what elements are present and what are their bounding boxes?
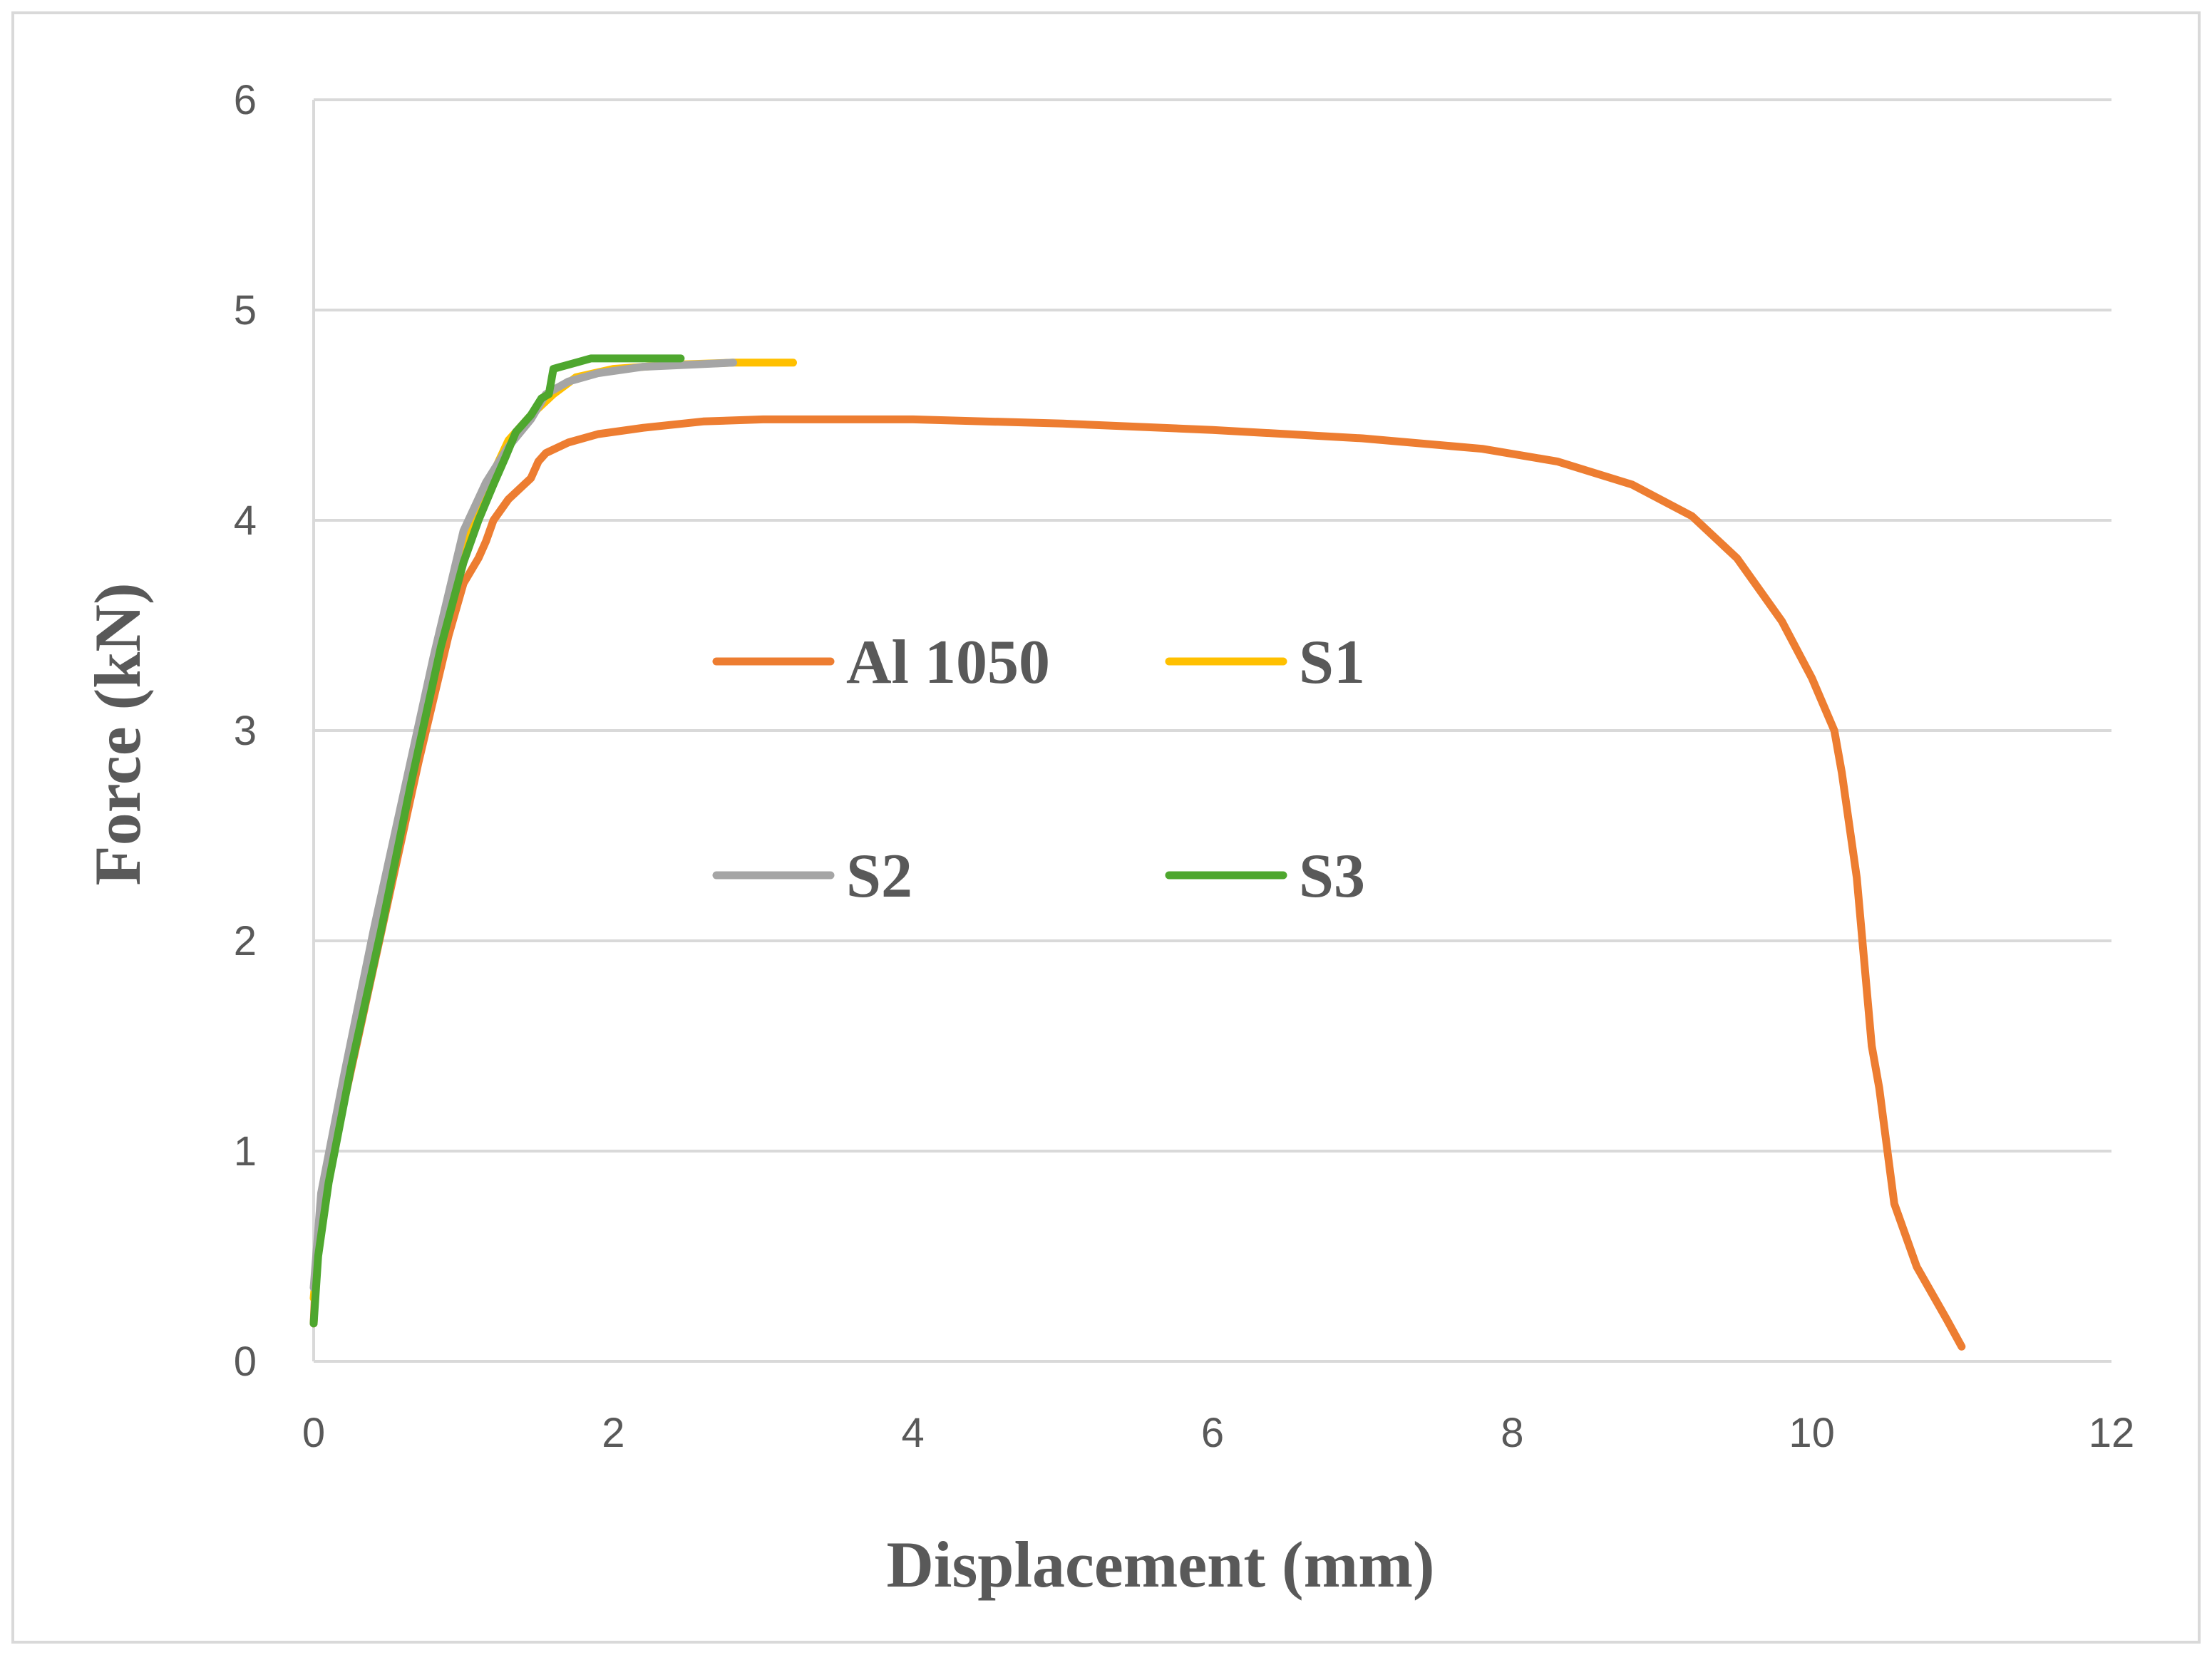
- x-tick-label: 2: [602, 1410, 624, 1456]
- x-tick-label: 10: [1789, 1410, 1835, 1456]
- y-tick-label: 4: [234, 497, 257, 544]
- y-tick-label: 5: [234, 287, 257, 334]
- chart-border: [11, 11, 2201, 1644]
- series-lines: [309, 354, 1966, 1351]
- legend-item-al-1050: Al 1050: [712, 628, 1050, 697]
- y-tick-label: 0: [234, 1339, 257, 1385]
- x-tick-label: 4: [902, 1410, 925, 1456]
- x-tick-label: 0: [302, 1410, 325, 1456]
- y-tick-label: 1: [234, 1128, 257, 1175]
- x-tick-label: 12: [2089, 1410, 2135, 1456]
- y-tick-label: 3: [234, 708, 257, 754]
- legend-item-s2: S2: [712, 842, 912, 911]
- legend-label: S3: [1299, 842, 1365, 911]
- legend-label: S2: [846, 842, 912, 911]
- series-line-s3: [309, 354, 685, 1328]
- series-line-s2: [309, 359, 737, 1292]
- legend-item-s3: S3: [1165, 842, 1365, 911]
- x-tick-label: 6: [1201, 1410, 1224, 1456]
- legend-label: Al 1050: [846, 628, 1050, 697]
- y-axis-title: Force (kN): [81, 583, 154, 886]
- legend-item-s1: S1: [1165, 628, 1365, 697]
- y-tick-label: 2: [234, 918, 257, 964]
- grid-lines: [314, 98, 2111, 1153]
- legend-label: S1: [1299, 628, 1365, 697]
- x-axis-title: Displacement (mm): [886, 1528, 1434, 1601]
- legend: Al 1050 S1 S2 S3: [712, 628, 1365, 911]
- y-tick-label: 6: [234, 77, 257, 123]
- x-tick-label: 8: [1501, 1410, 1523, 1456]
- axes: [312, 100, 2111, 1363]
- series-line-al-1050: [309, 415, 1966, 1351]
